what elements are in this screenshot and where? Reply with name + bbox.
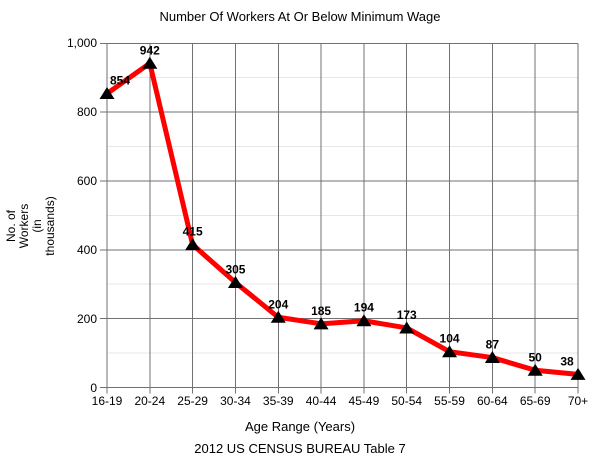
data-point-marker bbox=[270, 310, 286, 323]
data-point-label: 854 bbox=[110, 74, 130, 88]
data-point-label: 942 bbox=[140, 43, 160, 57]
data-point-label: 305 bbox=[225, 263, 245, 277]
y-tick-label: 400 bbox=[76, 242, 97, 257]
data-point-marker bbox=[570, 367, 586, 380]
data-point-marker bbox=[527, 363, 543, 376]
x-tick-label: 50-54 bbox=[391, 394, 423, 408]
data-point-label: 415 bbox=[183, 225, 203, 239]
data-line bbox=[105, 60, 579, 377]
data-point-label: 185 bbox=[311, 304, 331, 318]
data-point-label: 194 bbox=[354, 301, 374, 315]
x-tick-label: 65-69 bbox=[519, 394, 551, 408]
x-tick-label: 60-64 bbox=[477, 394, 508, 408]
data-point-marker bbox=[484, 351, 500, 364]
chart-caption: 2012 US CENSUS BUREAU Table 7 bbox=[194, 441, 406, 456]
x-tick-label: 35-39 bbox=[262, 394, 294, 408]
data-point-marker bbox=[313, 317, 329, 330]
data-point-label: 38 bbox=[560, 354, 574, 368]
data-point-marker bbox=[399, 321, 415, 334]
data-point-label: 204 bbox=[268, 297, 288, 311]
data-point-marker bbox=[99, 87, 115, 100]
data-point-marker bbox=[442, 345, 458, 358]
x-tick-label: 55-59 bbox=[434, 394, 465, 408]
chart-title: Number Of Workers At Or Below Minimum Wa… bbox=[159, 9, 441, 24]
data-point-label: 104 bbox=[440, 332, 460, 346]
data-point-marker bbox=[356, 314, 372, 327]
x-axis-title: Age Range (Years) bbox=[244, 419, 356, 434]
x-tick-label: 25-29 bbox=[177, 394, 208, 408]
data-point-marker bbox=[142, 56, 158, 69]
x-tick-label: 16-19 bbox=[91, 394, 123, 408]
data-point-label: 50 bbox=[529, 350, 543, 364]
x-tick-label: 20-24 bbox=[134, 394, 166, 408]
y-tick-label: 200 bbox=[76, 311, 97, 326]
y-tick-label: 1,000 bbox=[66, 36, 97, 51]
y-tick-label: 800 bbox=[76, 105, 97, 120]
x-tick-label: 45-49 bbox=[348, 394, 380, 408]
y-tick-label: 600 bbox=[76, 173, 97, 188]
x-tick-label: 70+ bbox=[567, 394, 589, 408]
y-tick-label: 0 bbox=[90, 380, 97, 395]
data-point-marker bbox=[227, 276, 243, 289]
x-tick-label: 40-44 bbox=[305, 394, 337, 408]
data-point-label: 87 bbox=[486, 338, 500, 352]
data-point-marker bbox=[185, 238, 201, 251]
data-point-label: 173 bbox=[397, 308, 417, 322]
x-tick-label: 30-34 bbox=[220, 394, 251, 408]
